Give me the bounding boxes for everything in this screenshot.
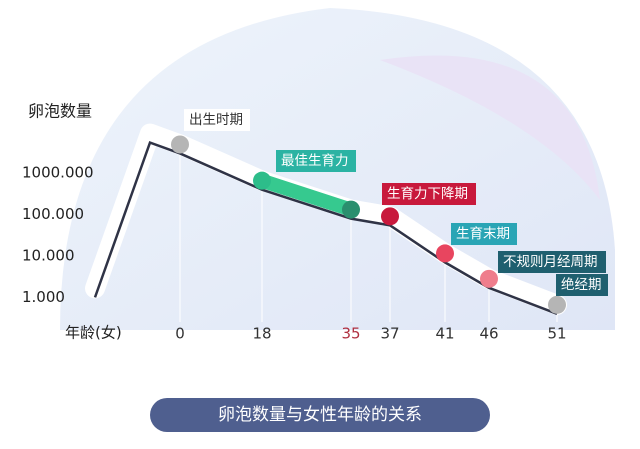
annotation-box bbox=[382, 183, 476, 205]
x-axis-label: 年龄(女) bbox=[65, 324, 122, 342]
annotation: 出生时期 bbox=[189, 112, 243, 128]
point bbox=[436, 244, 454, 263]
y-axis-label: 卵泡数量 bbox=[28, 102, 92, 121]
x-tick-label: 18 bbox=[252, 325, 271, 343]
x-tick-label: 37 bbox=[380, 325, 399, 343]
point bbox=[548, 295, 566, 314]
y-tick-label: 1.000 bbox=[22, 288, 65, 306]
annotation: 绝经期 bbox=[561, 277, 602, 293]
annotation-box bbox=[451, 223, 517, 245]
point bbox=[342, 200, 360, 219]
annotation: 不规则月经周期 bbox=[503, 254, 598, 270]
point bbox=[171, 135, 189, 154]
x-tick-label: 46 bbox=[479, 325, 498, 343]
y-tick-label: 1000.000 bbox=[22, 164, 94, 182]
annotation-box bbox=[276, 150, 356, 172]
background-shape bbox=[380, 55, 600, 200]
y-tick-label: 100.000 bbox=[22, 205, 84, 223]
point bbox=[480, 269, 498, 288]
point bbox=[381, 207, 399, 226]
annotation-box bbox=[556, 274, 608, 296]
x-tick-label: 0 bbox=[175, 325, 185, 343]
annotation-box bbox=[498, 251, 606, 273]
x-tick-label: 41 bbox=[435, 325, 454, 343]
annotation: 最佳生育力 bbox=[281, 153, 349, 169]
x-tick-label: 35 bbox=[341, 325, 360, 343]
title-box bbox=[150, 398, 490, 432]
chart-title: 卵泡数量与女性年龄的关系 bbox=[218, 405, 422, 425]
annotation: 生育力下降期 bbox=[387, 186, 468, 202]
point bbox=[253, 171, 271, 190]
y-tick-label: 10.000 bbox=[22, 246, 75, 264]
annotation: 生育末期 bbox=[456, 226, 510, 242]
annotation-box bbox=[184, 109, 250, 131]
highlight-span bbox=[255, 173, 358, 217]
x-tick-label: 51 bbox=[547, 325, 566, 343]
